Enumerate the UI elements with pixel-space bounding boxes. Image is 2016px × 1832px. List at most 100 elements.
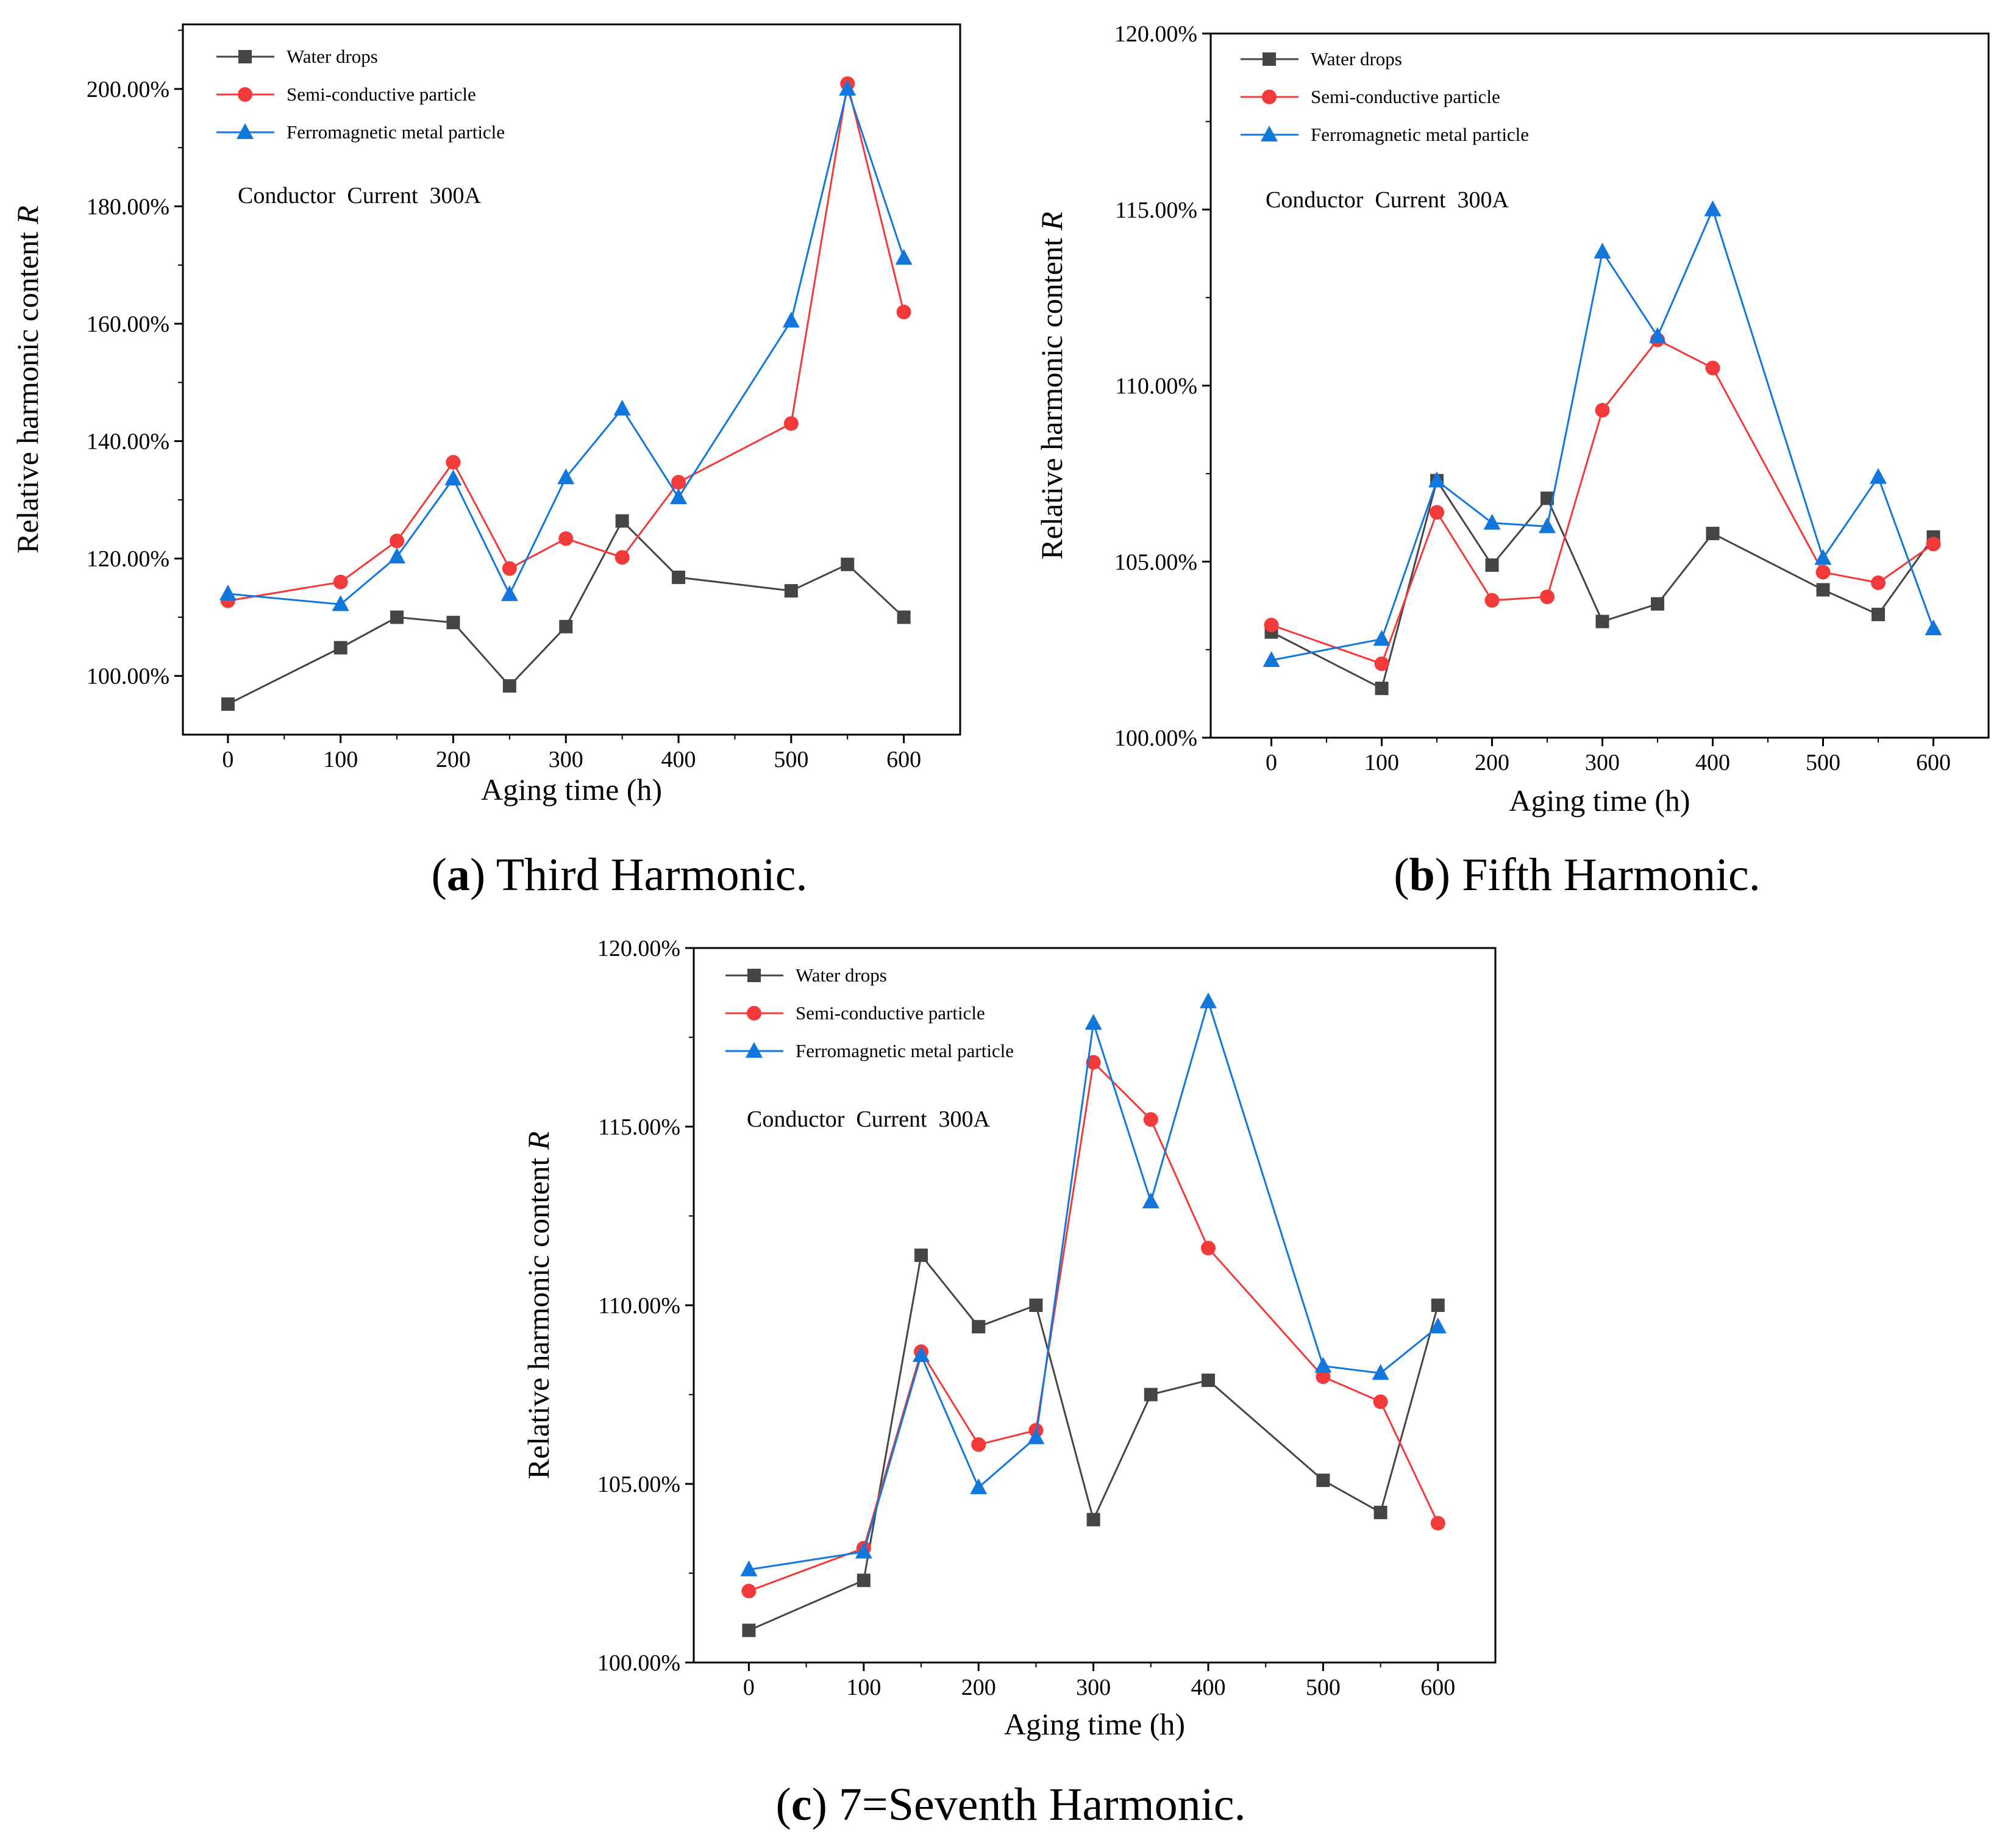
y-tick-label: 100.00% (597, 1650, 680, 1676)
data-point-s1 (784, 584, 798, 598)
x-tick-label: 500 (1806, 750, 1840, 775)
data-point-s1 (972, 1320, 986, 1334)
caption-paren: ( (432, 849, 447, 900)
data-point-s1 (559, 619, 573, 633)
data-point-s2 (446, 455, 461, 470)
figure-caption: (c) 7=Seventh Harmonic. (776, 1779, 1246, 1830)
legend-marker (747, 969, 761, 982)
x-tick-label: 200 (436, 747, 471, 772)
x-tick-label: 400 (1695, 750, 1730, 775)
data-point-s1 (1540, 491, 1555, 505)
data-point-s3 (1027, 1428, 1045, 1444)
data-point-s2 (390, 533, 405, 549)
data-point-s1 (1872, 607, 1886, 621)
y-tick-label: 105.00% (1114, 549, 1197, 575)
y-tick-label: 160.00% (87, 312, 169, 337)
data-point-s1 (221, 697, 235, 711)
data-point-s2 (896, 304, 911, 319)
y-tick-label: 105.00% (597, 1472, 680, 1497)
x-tick-label: 0 (743, 1675, 755, 1700)
legend-label: Semi-conductive particle (287, 84, 476, 105)
caption-paren: ) (1435, 849, 1450, 900)
chart-c: 0 100 200 300 400 500 600 100.00% 105.00% 110.00%… (521, 936, 1497, 1830)
y-tick-label: 100.00% (87, 664, 169, 690)
y-axis-label-variable: R (10, 205, 45, 225)
chart-annotation: Conductor Current 300A (1266, 187, 1509, 213)
data-point-s2 (1086, 1055, 1101, 1070)
data-point-s1 (333, 641, 347, 655)
data-point-s1 (1373, 1505, 1387, 1519)
caption-text: 7=Seventh Harmonic. (827, 1779, 1246, 1830)
y-tick-label: 120.00% (597, 936, 680, 961)
x-tick-label: 400 (1191, 1675, 1226, 1700)
data-point-s2 (783, 416, 799, 431)
caption-paren: ) (812, 1779, 827, 1830)
legend-marker (1261, 126, 1278, 141)
data-point-s2 (1815, 565, 1831, 580)
x-axis-label: Aging time (h) (1004, 1707, 1185, 1741)
data-point-s1 (1029, 1299, 1043, 1312)
data-point-s3 (1925, 619, 1942, 635)
caption-paren: ( (1394, 849, 1409, 900)
data-point-s3 (1372, 1364, 1389, 1380)
x-tick-label: 300 (1585, 750, 1620, 775)
data-point-s2 (671, 474, 686, 490)
figure-caption: (b) Fifth Harmonic. (1394, 849, 1761, 900)
series-line-1 (748, 1253, 1439, 1631)
data-point-s3 (1594, 243, 1611, 259)
data-point-s2 (1926, 536, 1941, 552)
legend-label: Ferromagnetic metal particle (1311, 124, 1529, 145)
data-point-s2 (1595, 402, 1610, 418)
data-point-s3 (970, 1478, 988, 1494)
legend-marker (237, 123, 254, 139)
legend-label: Water drops (287, 46, 378, 67)
legend-marker (746, 1042, 763, 1058)
caption-letter: c (791, 1779, 812, 1830)
y-tick-label: 120.00% (87, 546, 169, 572)
data-point-s3 (1704, 200, 1722, 216)
chart-annotation: Conductor Current 300A (747, 1107, 991, 1132)
data-point-s2 (1430, 1516, 1445, 1531)
caption-text: Fifth Harmonic. (1450, 849, 1761, 900)
caption-paren: ) (470, 849, 485, 900)
legend-marker (238, 87, 252, 102)
data-point-s3 (782, 312, 800, 328)
data-point-s2 (1705, 360, 1720, 376)
y-tick-label: 115.00% (598, 1114, 680, 1140)
data-point-s3 (670, 488, 688, 505)
y-tick-label: 200.00% (87, 77, 169, 102)
x-axis-label: Aging time (h) (481, 772, 662, 807)
data-point-s2 (741, 1583, 757, 1599)
legend-marker (1263, 52, 1276, 66)
series-line-1 (1270, 478, 1934, 690)
data-point-s2 (333, 574, 348, 590)
data-point-s1 (1086, 1513, 1100, 1527)
data-point-s2 (502, 561, 517, 576)
data-point-s1 (914, 1248, 928, 1262)
data-point-s3 (557, 468, 575, 485)
x-tick-label: 0 (1266, 750, 1277, 775)
data-point-s2 (1143, 1112, 1158, 1127)
data-point-s2 (1430, 505, 1445, 520)
y-axis-label-text: Relative harmonic content (10, 224, 45, 554)
data-point-s1 (742, 1623, 756, 1638)
y-tick-label: 110.00% (598, 1293, 680, 1319)
chart-a: 0 100 200 300 400 500 600 100.00% 120.00% 140.00%… (10, 23, 961, 900)
y-tick-label: 140.00% (87, 429, 169, 455)
data-point-s3 (1085, 1014, 1102, 1030)
data-point-s1 (897, 610, 911, 624)
data-point-s1 (1316, 1474, 1330, 1488)
x-tick-label: 100 (323, 747, 358, 772)
data-point-s2 (1316, 1369, 1331, 1385)
legend-label: Ferromagnetic metal particle (796, 1040, 1014, 1061)
y-tick-label: 120.00% (1114, 21, 1197, 47)
data-point-s1 (1144, 1388, 1158, 1402)
data-point-s2 (558, 531, 574, 546)
x-tick-label: 300 (1076, 1675, 1111, 1700)
legend-marker (747, 1006, 761, 1021)
data-point-s1 (841, 557, 855, 571)
data-point-s3 (1814, 549, 1832, 565)
data-point-s3 (613, 399, 631, 416)
data-point-s3 (839, 79, 857, 96)
